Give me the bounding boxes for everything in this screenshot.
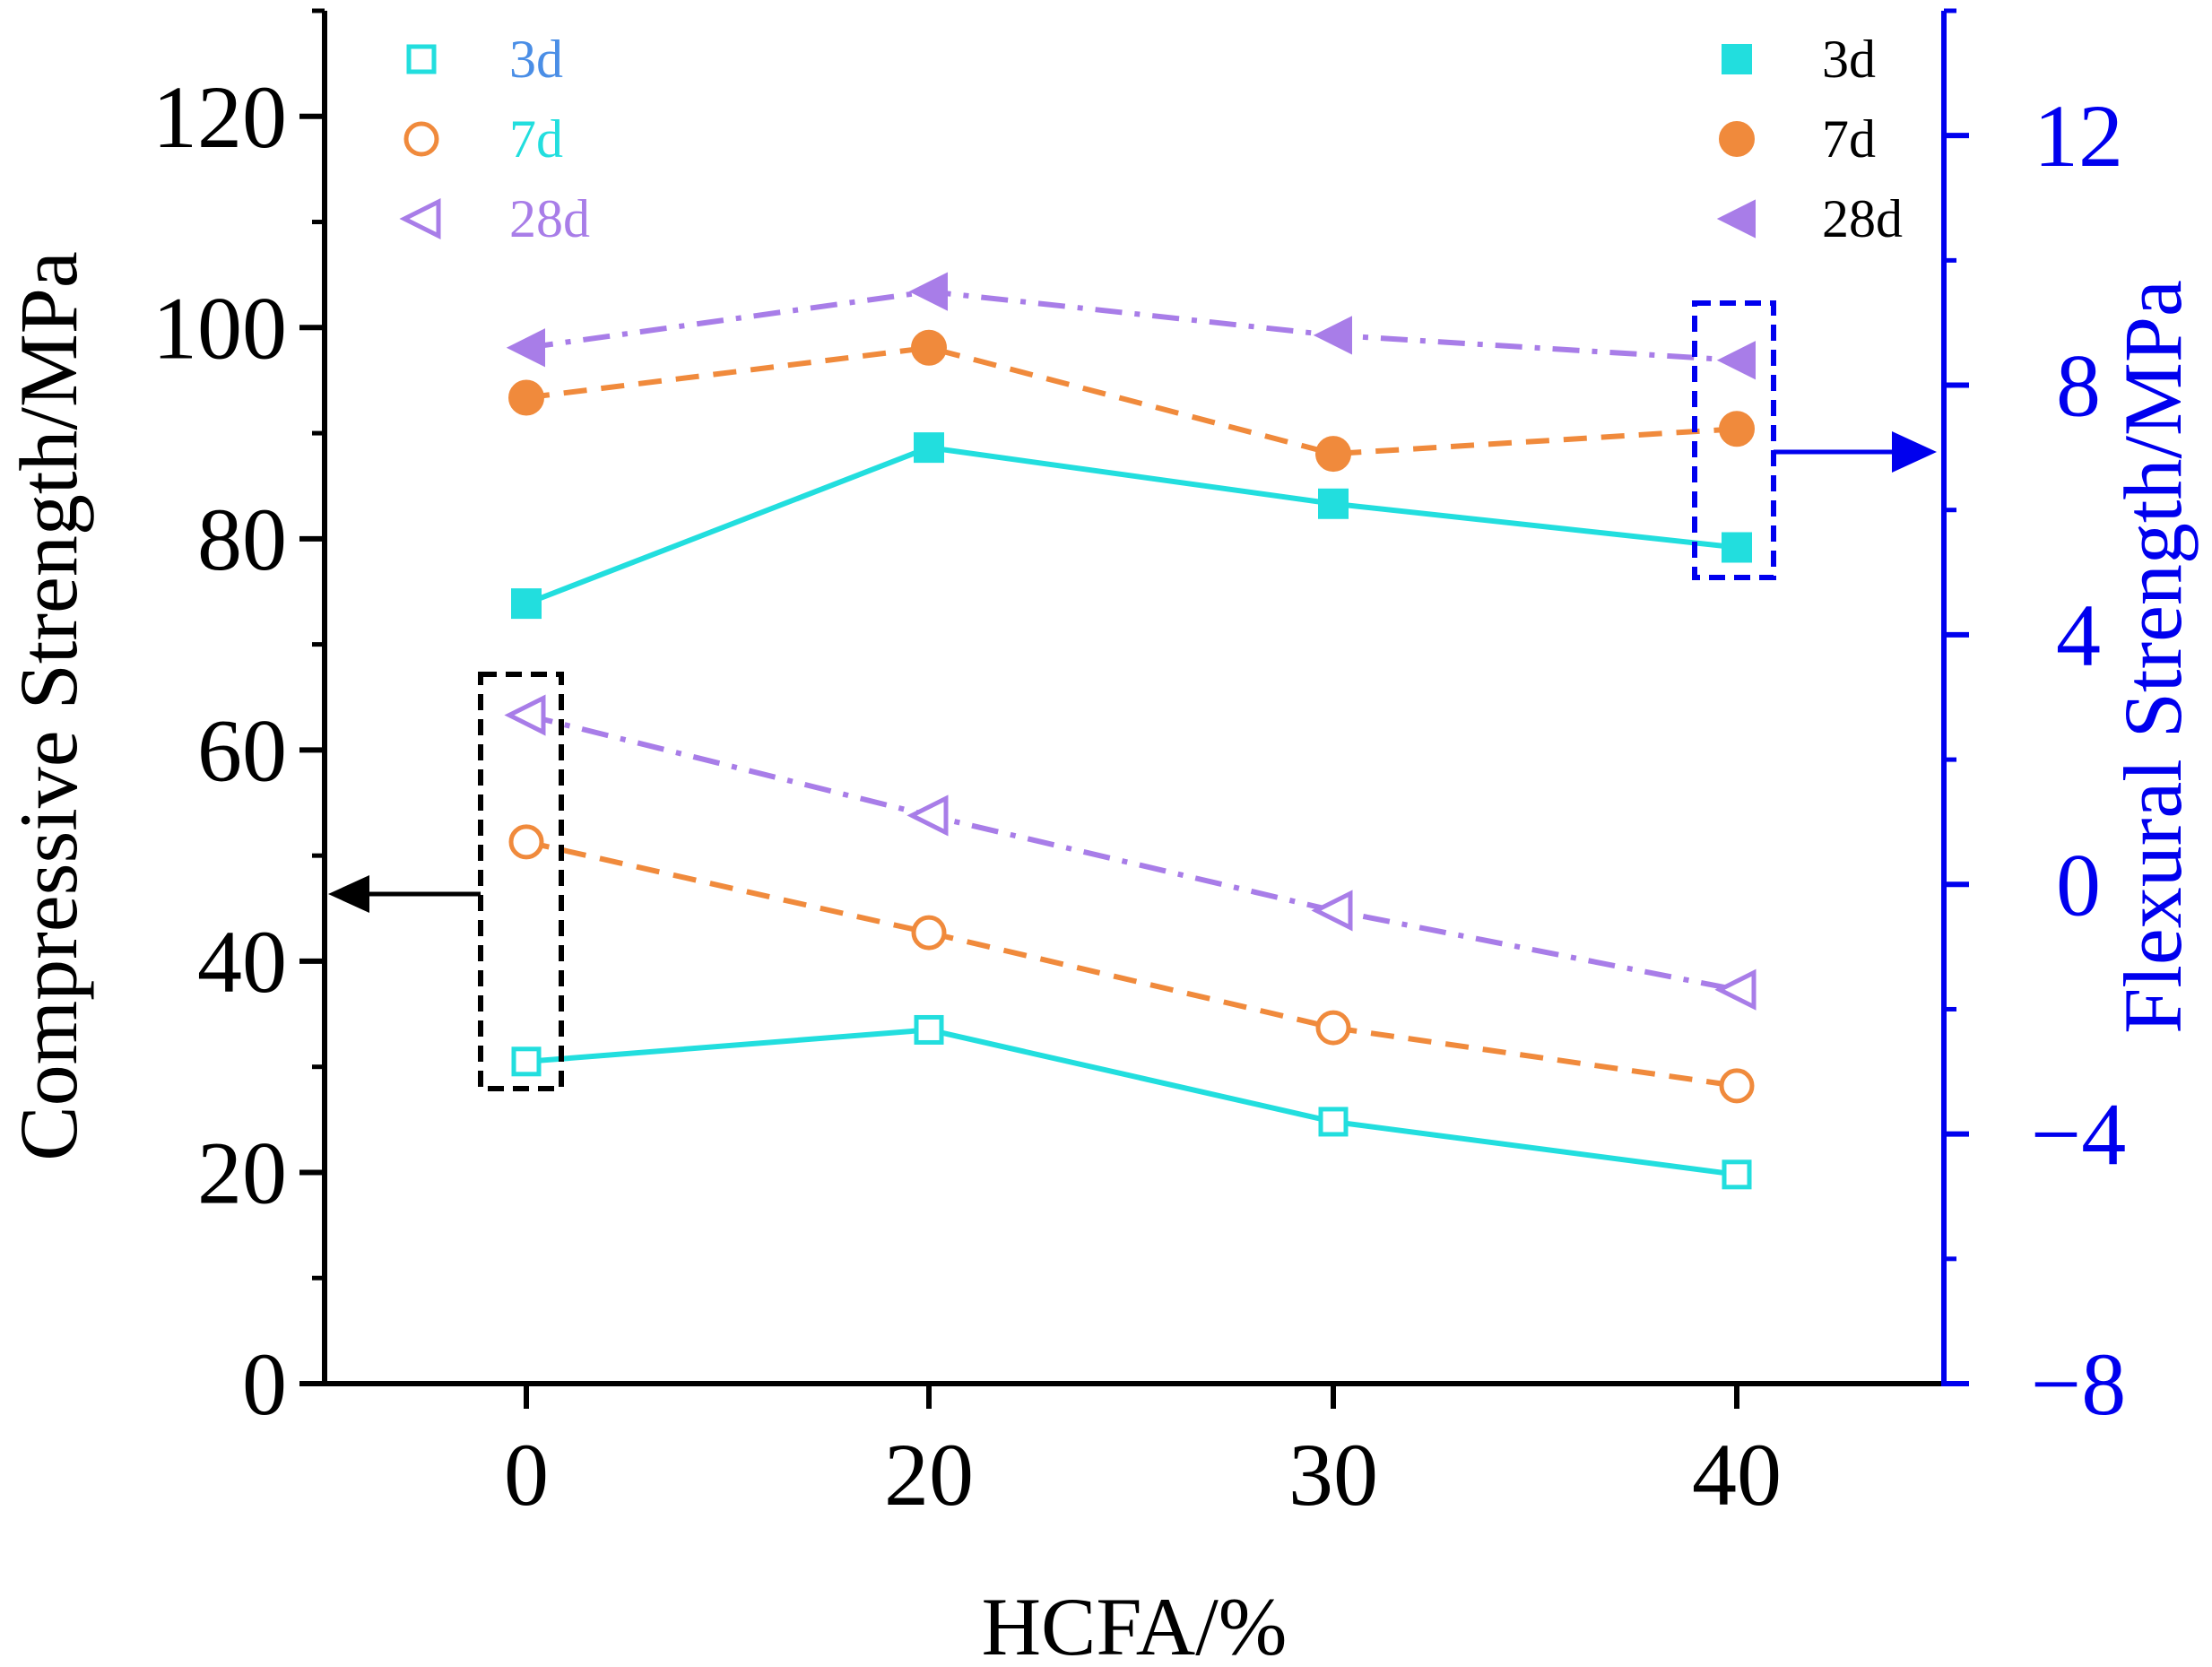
left-tick-label: 40	[197, 912, 287, 1011]
x-tick-label: 0	[504, 1425, 549, 1524]
data-point-right-7d	[911, 329, 947, 366]
data-point-left-7d	[1719, 1068, 1755, 1104]
legend-left-label-28d: 28d	[509, 189, 590, 248]
data-point-left-3d	[1318, 1107, 1349, 1137]
left-axis-title: Compressive Strength/MPa	[3, 251, 94, 1161]
right-tick-label: −8	[2031, 1334, 2126, 1434]
right-axis-arrow-head	[1892, 431, 1937, 473]
right-tick-label: 8	[2056, 336, 2101, 436]
legend-layer: 3d 7d 28d 3d 7d 28d	[399, 30, 1903, 248]
left-series-highlight-box	[478, 672, 564, 1091]
right-tick-label: 12	[2034, 86, 2123, 186]
data-point-right-3d	[1722, 532, 1752, 563]
data-point-right-28d	[908, 272, 948, 311]
x-tick-label: 20	[884, 1425, 974, 1524]
x-tick-label: 30	[1288, 1425, 1378, 1524]
left-tick-label: 0	[242, 1334, 287, 1434]
series-line-left-28d	[525, 712, 1738, 993]
series-line-left-3d	[525, 1027, 1738, 1177]
legend-right-marker-3d	[1722, 44, 1752, 74]
left-axis-arrow-head	[328, 875, 369, 913]
data-point-right-3d	[914, 432, 944, 464]
data-point-left-28d	[906, 794, 949, 837]
data-point-right-7d	[508, 379, 544, 416]
data-point-left-3d	[511, 1046, 542, 1077]
right-axis-title: Flexural Strength/MPa	[2107, 280, 2199, 1034]
legend-left-marker-7d	[403, 121, 439, 157]
data-point-left-3d	[1722, 1159, 1752, 1190]
right-tick-label: 4	[2056, 586, 2101, 685]
legend-left-marker-28d	[399, 197, 441, 240]
left-tick-label: 100	[152, 278, 287, 378]
data-point-right-3d	[1318, 488, 1349, 519]
data-point-left-7d	[508, 824, 544, 860]
right-tick-label: −4	[2031, 1085, 2126, 1185]
data-point-left-3d	[914, 1014, 944, 1045]
data-point-right-28d	[1716, 341, 1756, 380]
legend-right-label-7d: 7d	[1822, 109, 1876, 169]
left-tick-label: 60	[197, 700, 287, 800]
annotation-layer	[328, 300, 1937, 1091]
legend-right-marker-28d	[1716, 199, 1756, 239]
series-line-left-7d	[525, 838, 1738, 1089]
series-line-right-28d	[525, 289, 1738, 363]
legend-left-label-3d: 3d	[509, 30, 563, 89]
legend-left-marker-3d	[406, 44, 437, 74]
data-point-left-28d	[1311, 890, 1353, 932]
data-point-left-28d	[504, 694, 546, 736]
data-point-left-28d	[1714, 968, 1757, 1011]
legend-right-label-28d: 28d	[1822, 189, 1903, 248]
right-tick-label: 0	[2056, 835, 2101, 934]
legend-left-label-7d: 7d	[509, 109, 563, 169]
legend-right-label-3d: 3d	[1822, 30, 1876, 89]
series-line-right-3d	[525, 445, 1738, 606]
data-point-right-28d	[506, 328, 545, 368]
data-point-right-28d	[1313, 316, 1352, 355]
legend-right-marker-7d	[1719, 121, 1755, 157]
x-axis-title: HCFA/%	[982, 1581, 1288, 1667]
left-tick-label: 20	[197, 1123, 287, 1222]
series-line-right-7d	[525, 344, 1738, 457]
left-tick-label: 120	[152, 67, 287, 167]
data-point-left-7d	[1315, 1010, 1351, 1046]
data-point-right-7d	[1315, 436, 1351, 473]
series-layer	[504, 272, 1757, 1190]
left-tick-label: 80	[197, 490, 287, 589]
right-series-highlight-box	[1692, 300, 1776, 580]
data-point-right-7d	[1719, 411, 1755, 447]
data-point-left-7d	[911, 915, 947, 951]
x-tick-label: 40	[1692, 1425, 1782, 1524]
data-point-right-3d	[511, 588, 542, 620]
